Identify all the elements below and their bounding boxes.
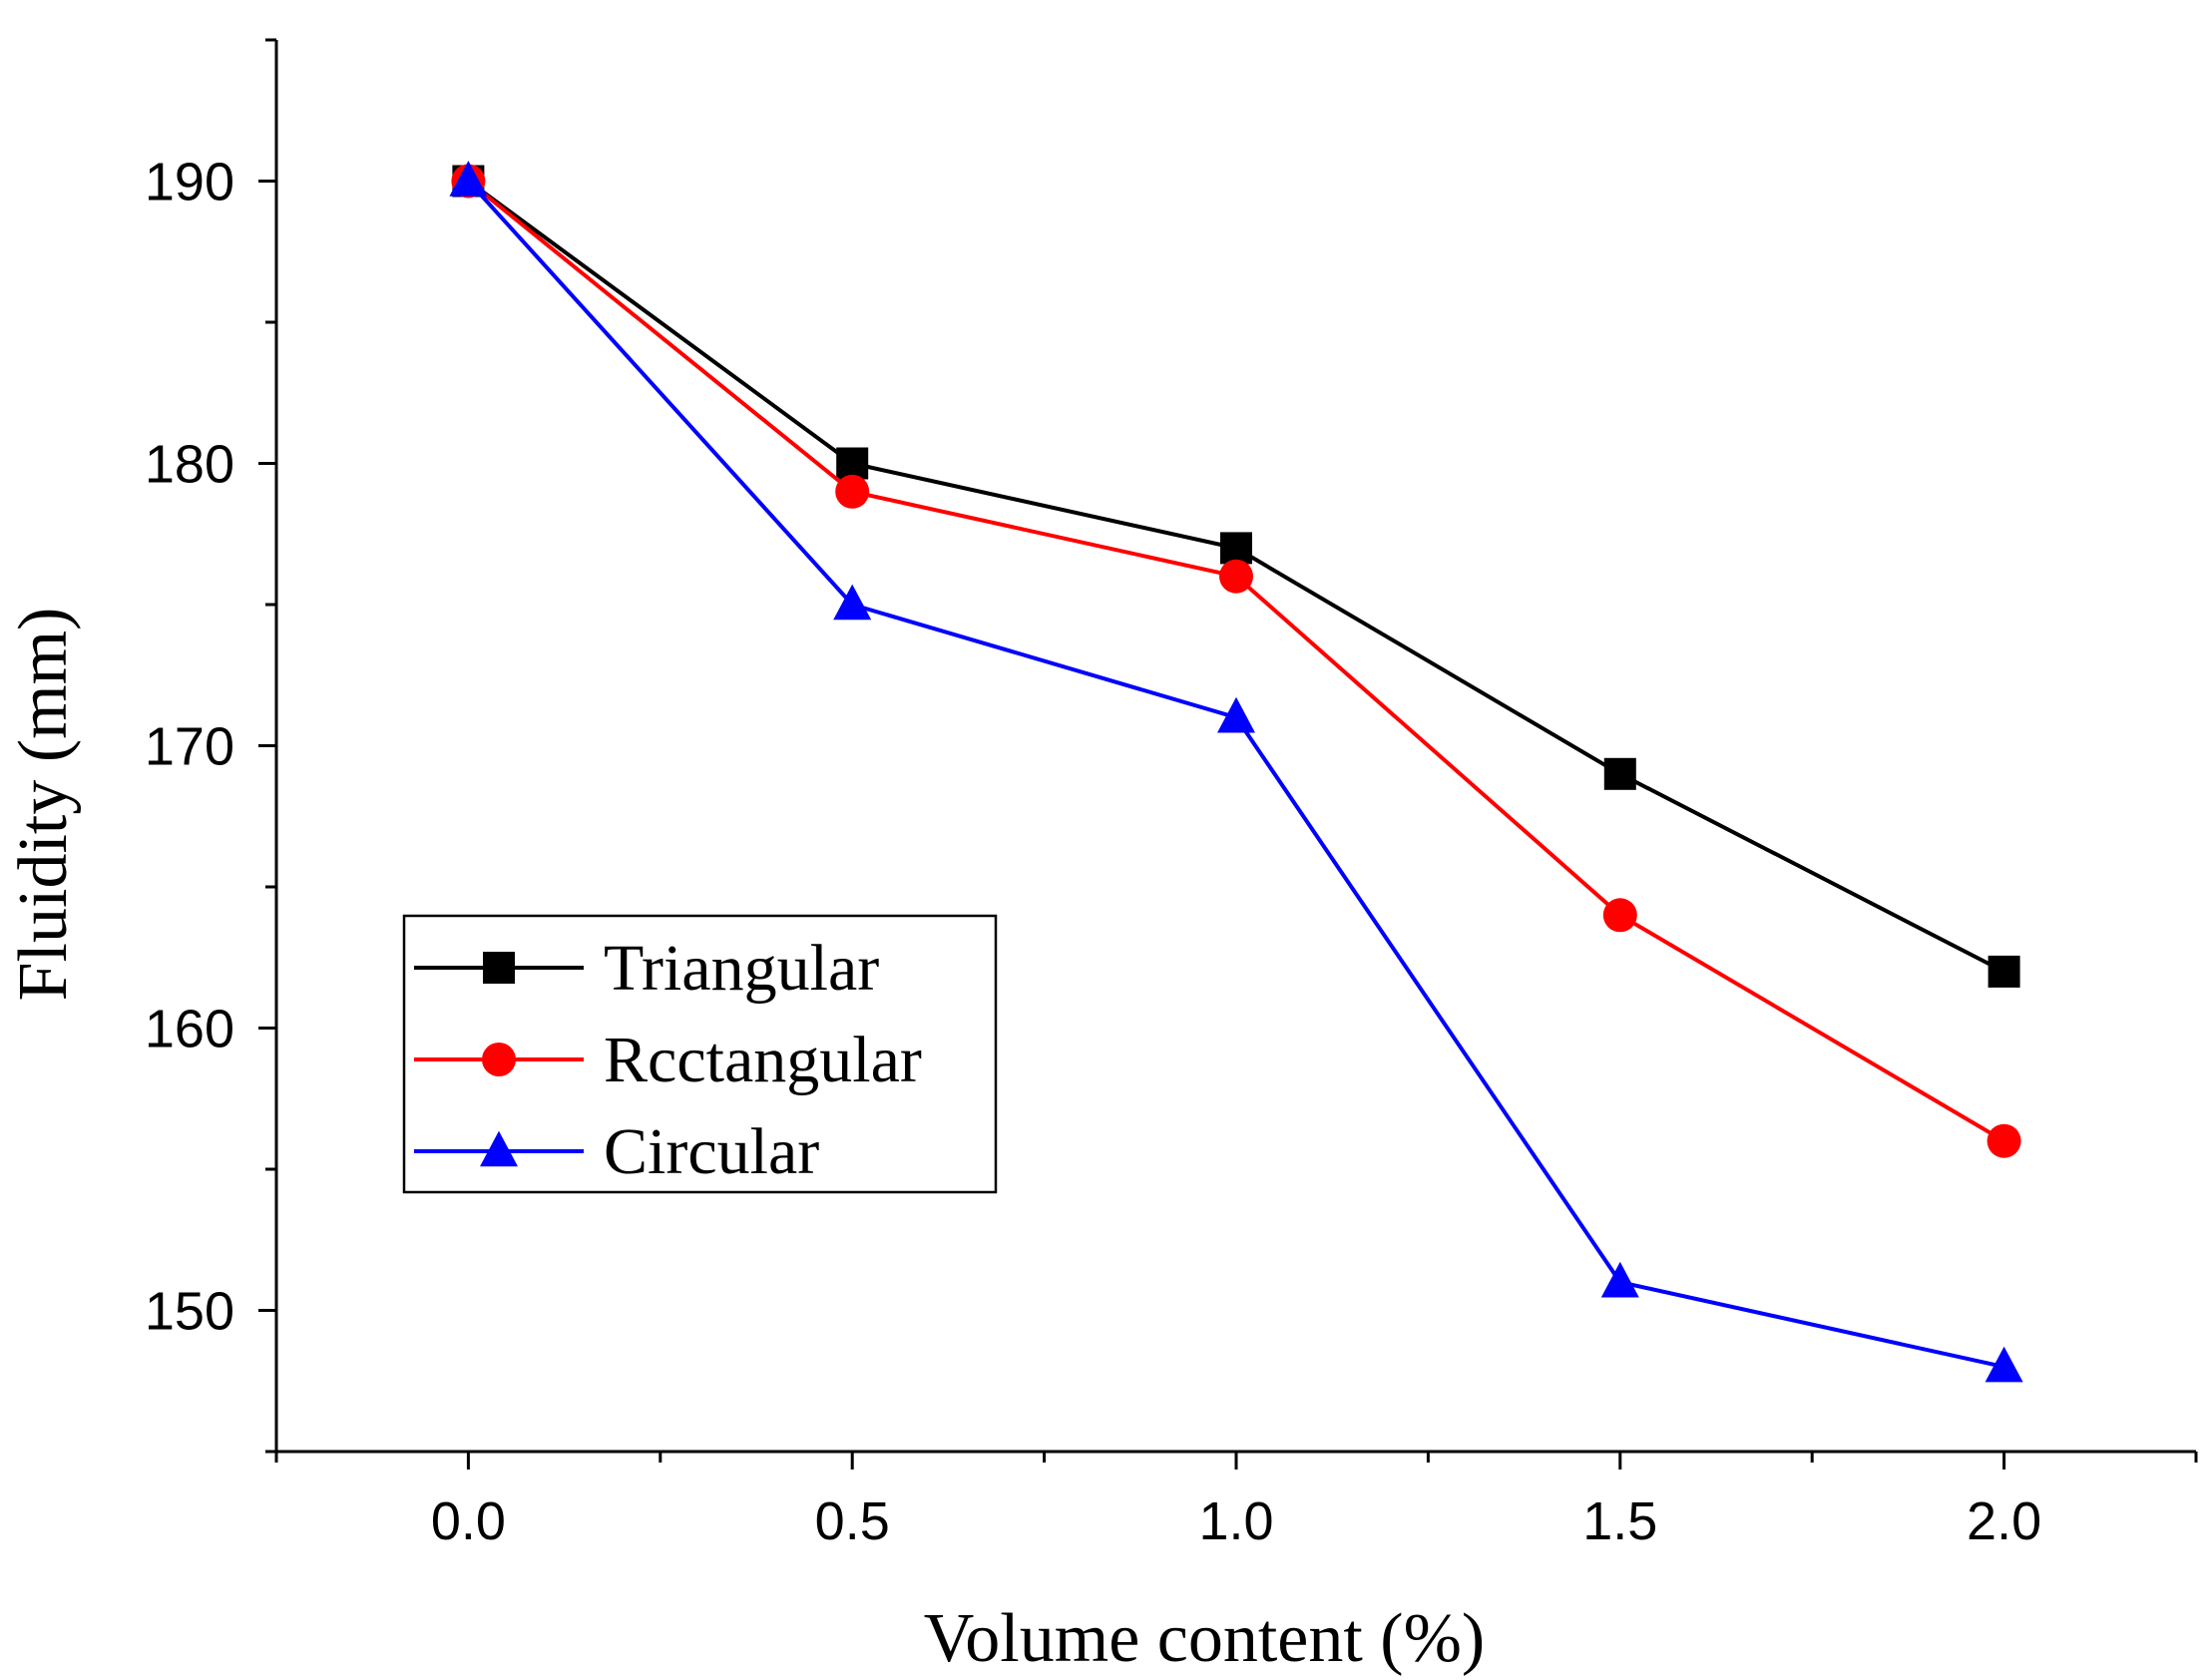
legend-entry: Rcctangular [414,1024,922,1096]
data-point [1987,1123,2021,1158]
legend-marker [483,952,515,984]
y-tick-label: 190 [145,153,234,212]
series-layer [449,161,2023,1383]
legend-label: Rcctangular [604,1024,922,1096]
y-tick-label: 170 [145,717,234,777]
legend-entry: Triangular [414,932,879,1005]
x-tick-label: 0.5 [815,1491,890,1551]
data-point [1602,898,1637,933]
data-point [1985,1346,2023,1383]
data-point [1600,1261,1639,1298]
data-point [1217,696,1255,733]
axes: 0.0 0.5 1.0 1.5 2.0 150 160 170 180 190 [145,38,2198,1551]
data-point [449,161,488,197]
legend-label: Circular [604,1115,819,1188]
data-point [1988,955,2020,988]
legend-entry: Circular [414,1115,819,1188]
data-point [835,474,870,509]
legend-marker [482,1043,516,1076]
x-tick-label: 0.0 [431,1491,506,1551]
data-point [1603,757,1636,790]
legend-marker [480,1130,518,1167]
series-circular [449,161,2023,1383]
legend-label: Triangular [604,932,879,1005]
x-tick-label: 1.0 [1198,1491,1273,1551]
data-point [1219,559,1253,594]
y-tick-label: 160 [145,1000,234,1059]
legend: Triangular Rcctangular Circular [402,914,998,1194]
data-point [836,447,869,480]
y-tick-label: 150 [145,1282,234,1342]
x-tick-label: 2.0 [1967,1491,2041,1551]
y-tick-label: 180 [145,435,234,495]
data-point [1220,532,1252,565]
x-tick-label: 1.5 [1582,1491,1657,1551]
y-axis-title: Fluidity (mm) [5,608,82,1002]
x-axis-title: Volume content (%) [924,1600,1485,1677]
data-point [833,584,872,621]
